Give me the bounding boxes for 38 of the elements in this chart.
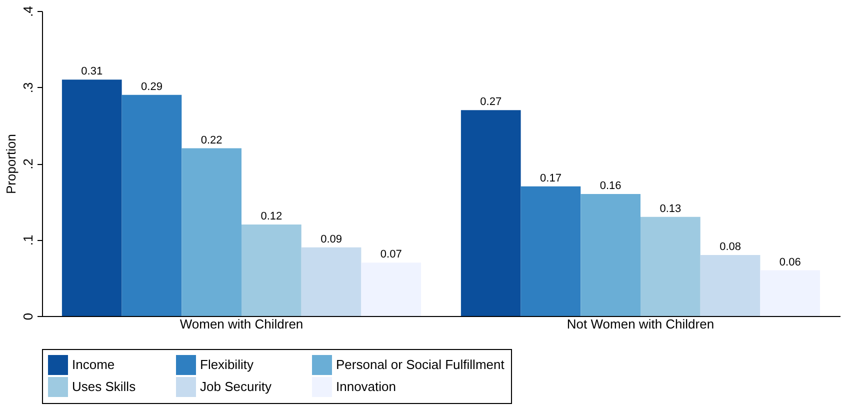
x-tick-label: Not Women with Children — [566, 316, 714, 332]
x-tick-label: Women with Children — [180, 316, 304, 332]
data-label: 0.31 — [81, 66, 103, 78]
legend-label: Personal or Social Fulfillment — [336, 357, 505, 372]
data-label: 0.29 — [141, 80, 162, 93]
y-axis-title: Proportion — [4, 134, 18, 194]
y-tick-label: .4 — [20, 6, 36, 17]
bar — [640, 216, 700, 316]
y-tick-label: .1 — [20, 234, 36, 246]
bar — [301, 247, 362, 316]
legend-label: Flexibility — [200, 357, 254, 372]
data-label: 0.17 — [540, 172, 562, 184]
legend-label: Uses Skills — [72, 379, 136, 394]
data-label: 0.16 — [600, 180, 622, 192]
bar — [182, 148, 242, 316]
y-tick-label: .2 — [20, 158, 36, 170]
data-label: 0.22 — [200, 134, 222, 146]
bar — [460, 110, 521, 316]
legend-label: Innovation — [336, 379, 396, 394]
data-label: 0.07 — [380, 248, 402, 261]
bar — [242, 224, 302, 316]
data-label: 0.08 — [720, 241, 741, 253]
bar — [760, 270, 820, 316]
legend-label: Income — [72, 357, 115, 372]
data-label: 0.12 — [260, 210, 282, 222]
bar — [122, 94, 182, 316]
data-label: 0.27 — [480, 96, 502, 108]
bar — [580, 194, 640, 316]
bar — [520, 186, 581, 316]
y-tick-label: 0 — [20, 312, 36, 320]
legend-label: Job Security — [200, 379, 272, 394]
y-tick-label: .3 — [20, 82, 36, 94]
data-label: 0.06 — [779, 256, 801, 268]
bar — [361, 262, 422, 316]
data-label: 0.13 — [660, 202, 682, 215]
data-label: 0.09 — [320, 233, 342, 246]
bar — [62, 80, 122, 316]
bar — [700, 255, 760, 316]
